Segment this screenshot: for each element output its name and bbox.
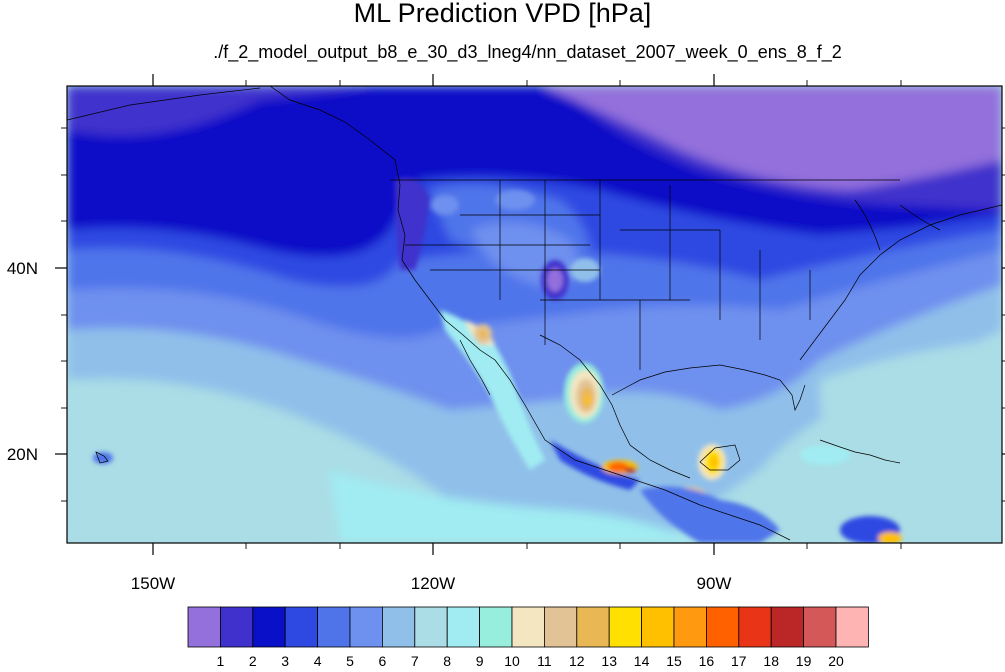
colorbar-label: 18 [763,653,779,669]
colorbar-swatch [187,606,221,648]
colorbar-swatch [673,606,707,648]
colorbar-label: 15 [666,653,682,669]
lat-label-20n: 20N [7,445,38,464]
colorbar-swatch [252,606,286,648]
minor-ticks [61,80,1005,549]
lat-label-40n: 40N [7,259,38,278]
colorbar-swatch [317,606,351,648]
colorbar-label: 5 [346,653,354,669]
lon-label-150w: 150W [131,574,175,593]
colorbar-swatch [446,606,481,648]
colorbar-swatch [284,606,319,648]
colorbar-swatch [414,606,448,648]
colorbar-label: 6 [379,653,387,669]
colorbar-label: 12 [569,653,585,669]
colorbar-label: 17 [731,653,747,669]
colorbar-swatch [381,606,416,648]
colorbar-label: 19 [796,653,812,669]
colorbar-swatch [706,606,740,648]
colorbar-label: 3 [281,653,289,669]
colorbar-swatch [219,606,254,648]
colorbar-swatch [608,606,643,648]
colorbar-label: 13 [601,653,617,669]
colorbar-label: 7 [411,653,419,669]
colorbar-swatch [641,606,675,648]
major-ticks [55,74,1005,555]
lon-label-90w: 90W [697,574,732,593]
colorbar-label: 10 [504,653,520,669]
colorbar-swatch [738,606,772,648]
colorbar-swatch [770,606,805,648]
colorbar-swatch [544,606,578,648]
colorbar-swatch [835,606,869,648]
colorbar: 1 2 3 4 5 6 7 8 9 10 11 12 13 14 15 16 17 18 19 20 [187,606,869,669]
colorbar-label: 1 [217,653,225,669]
colorbar-label: 20 [828,653,844,669]
vpd-field [67,86,1002,543]
map-frame [66,85,1003,544]
colorbar-label: 14 [634,653,650,669]
colorbar-label: 8 [443,653,451,669]
colorbar-swatch [576,606,610,648]
colorbar-label: 2 [249,653,257,669]
map-title: ML Prediction VPD [hPa] [353,0,652,28]
colorbar-label: 11 [537,653,552,669]
colorbar-swatch [349,606,383,648]
colorbar-label: 16 [699,653,715,669]
lon-label-120w: 120W [411,574,455,593]
coastlines [67,86,1002,541]
colorbar-label: 4 [314,653,322,669]
colorbar-swatch [803,606,837,648]
colorbar-swatch [479,606,513,648]
map-subtitle: ./f_2_model_output_b8_e_30_d3_lneg4/nn_d… [213,42,842,62]
colorbar-swatch [511,606,545,648]
colorbar-label: 9 [476,653,484,669]
